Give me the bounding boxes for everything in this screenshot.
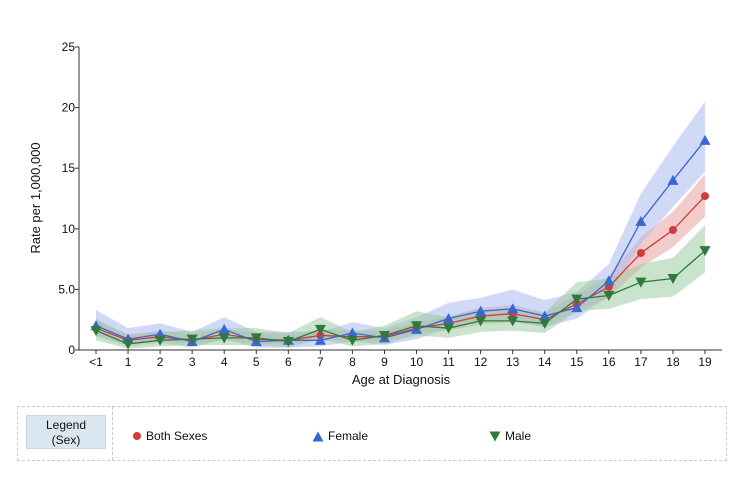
data-point-male[interactable] [475,316,487,327]
x-tick-label: 12 [474,355,488,369]
data-point-male[interactable] [346,335,358,346]
y-tick-label: 25 [62,40,76,54]
triangle-down-marker-icon [489,431,501,441]
data-point-male[interactable] [635,277,647,288]
x-tick-label: 8 [349,355,356,369]
series-line-male [95,250,706,345]
x-tick-label: 13 [506,355,520,369]
data-point-female[interactable] [603,275,615,286]
x-tick-label: 14 [538,355,552,369]
confidence-band-female [96,101,705,348]
data-point-male[interactable] [122,339,134,350]
legend-title: Legend (Sex) [26,415,106,449]
y-axis-title: Rate per 1,000,000 [28,142,43,253]
x-tick-label: 5 [253,355,260,369]
x-tick-label: <1 [89,355,103,369]
legend-label-female: Female [328,429,369,443]
x-tick-label: 1 [125,355,132,369]
legend-item-both-sexes[interactable]: Both Sexes [132,429,207,443]
data-point-male[interactable] [186,334,198,345]
x-tick-label: 15 [570,355,584,369]
x-tick-label: 16 [602,355,616,369]
data-point-male[interactable] [571,294,583,305]
data-point-male[interactable] [218,333,230,344]
x-tick-label: 7 [317,355,324,369]
legend-divider [112,407,113,460]
x-tick-label: 3 [189,355,196,369]
data-point-female[interactable] [699,134,711,145]
data-point-male[interactable] [699,246,711,257]
x-tick-label: 17 [634,355,648,369]
data-point-male[interactable] [250,333,262,344]
triangle-up-marker-icon [312,431,324,441]
data-point-female[interactable] [667,174,679,185]
data-point-female[interactable] [218,323,230,334]
data-point-male[interactable] [443,323,455,334]
confidence-bands [96,101,705,349]
legend-item-female[interactable]: Female [312,429,368,443]
data-point-both-sexes[interactable] [668,226,677,235]
data-point-female[interactable] [475,305,487,316]
x-tick-label: 9 [381,355,388,369]
y-tick-label: 20 [62,101,76,115]
data-point-female[interactable] [443,312,455,323]
data-point-male[interactable] [411,321,423,332]
data-point-female[interactable] [539,310,551,321]
x-tick-label: 10 [410,355,424,369]
data-point-male[interactable] [90,326,102,337]
data-point-female[interactable] [507,303,519,314]
x-tick-label: 4 [221,355,228,369]
x-axis-title: Age at Diagnosis [352,372,451,387]
y-tick-label: 5.0 [58,282,75,296]
x-tick-label: 19 [698,355,712,369]
legend-label-male: Male [505,429,532,443]
data-point-both-sexes[interactable] [701,192,709,201]
legend-title-line2: (Sex) [51,433,81,447]
x-tick-label: 2 [157,355,164,369]
legend: Legend (Sex) Both Sexes Female Male [17,406,727,461]
data-point-male[interactable] [282,337,294,348]
data-point-male[interactable] [667,273,679,284]
series-lines [95,139,706,345]
x-tick-label: 18 [666,355,680,369]
legend-title-line1: Legend [45,418,87,432]
data-point-male[interactable] [378,330,390,341]
x-tick-label: 6 [285,355,292,369]
series-markers [90,134,711,350]
data-point-female[interactable] [314,334,326,345]
data-point-female[interactable] [571,302,583,313]
data-point-male[interactable] [603,290,615,301]
legend-item-male[interactable]: Male [489,429,531,443]
data-point-male[interactable] [507,316,519,327]
data-point-both-sexes[interactable] [636,249,645,258]
y-tick-label: 0 [68,343,75,357]
y-tick-label: 10 [62,222,76,236]
data-point-female[interactable] [346,327,358,338]
series-line-female [95,139,706,343]
y-tick-label: 15 [62,161,76,175]
data-point-male[interactable] [314,324,326,335]
legend-label-both-sexes: Both Sexes [146,429,208,443]
x-tick-label: 11 [442,355,455,369]
data-point-female[interactable] [635,216,647,227]
circle-marker-icon [133,432,141,440]
data-point-male[interactable] [154,335,166,346]
data-point-male[interactable] [539,318,551,329]
